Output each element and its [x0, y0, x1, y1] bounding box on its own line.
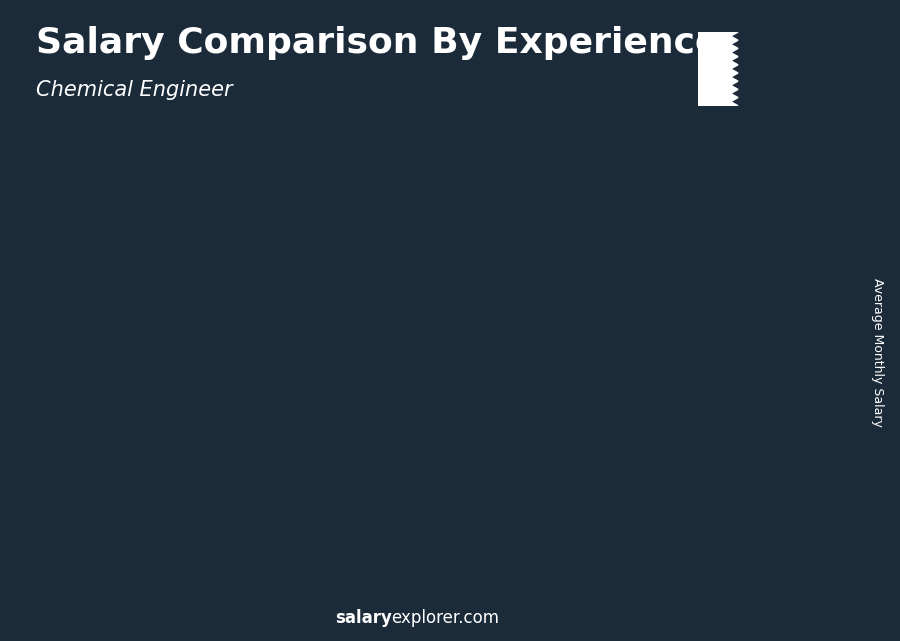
Polygon shape	[466, 272, 544, 276]
Polygon shape	[192, 401, 270, 405]
Polygon shape	[55, 442, 132, 446]
Bar	[466, 276, 538, 568]
Text: explorer.com: explorer.com	[392, 609, 500, 627]
Polygon shape	[538, 272, 544, 568]
Text: 7,460 QAR: 7,460 QAR	[58, 423, 140, 438]
Text: 9,960 QAR: 9,960 QAR	[195, 383, 277, 397]
Text: +22%: +22%	[398, 269, 470, 288]
Polygon shape	[329, 324, 407, 328]
Polygon shape	[400, 324, 407, 568]
Polygon shape	[604, 244, 681, 248]
Text: 19,600 QAR: 19,600 QAR	[608, 225, 698, 240]
Polygon shape	[675, 244, 681, 568]
Polygon shape	[741, 218, 819, 222]
Polygon shape	[264, 401, 270, 568]
Text: +8%: +8%	[680, 201, 736, 222]
Bar	[741, 222, 754, 568]
Text: 14,700 QAR: 14,700 QAR	[333, 305, 424, 320]
Bar	[604, 248, 617, 568]
Bar	[466, 276, 480, 568]
Polygon shape	[126, 442, 132, 568]
Bar	[329, 328, 400, 568]
Polygon shape	[813, 218, 819, 568]
Bar	[192, 405, 264, 568]
Text: 21,200 QAR: 21,200 QAR	[744, 199, 835, 214]
Text: Average Monthly Salary: Average Monthly Salary	[871, 278, 884, 427]
Text: +48%: +48%	[260, 333, 332, 353]
Bar	[741, 222, 813, 568]
Text: Salary Comparison By Experience: Salary Comparison By Experience	[36, 26, 719, 60]
Bar	[55, 446, 68, 568]
Bar	[192, 405, 205, 568]
Text: salary: salary	[335, 609, 392, 627]
Text: +9%: +9%	[543, 228, 599, 249]
Polygon shape	[698, 32, 738, 106]
Text: +34%: +34%	[123, 392, 195, 412]
Bar	[55, 446, 126, 568]
Bar	[604, 248, 675, 568]
Text: Chemical Engineer: Chemical Engineer	[36, 80, 232, 100]
Text: 17,900 QAR: 17,900 QAR	[470, 253, 561, 268]
Bar	[329, 328, 342, 568]
